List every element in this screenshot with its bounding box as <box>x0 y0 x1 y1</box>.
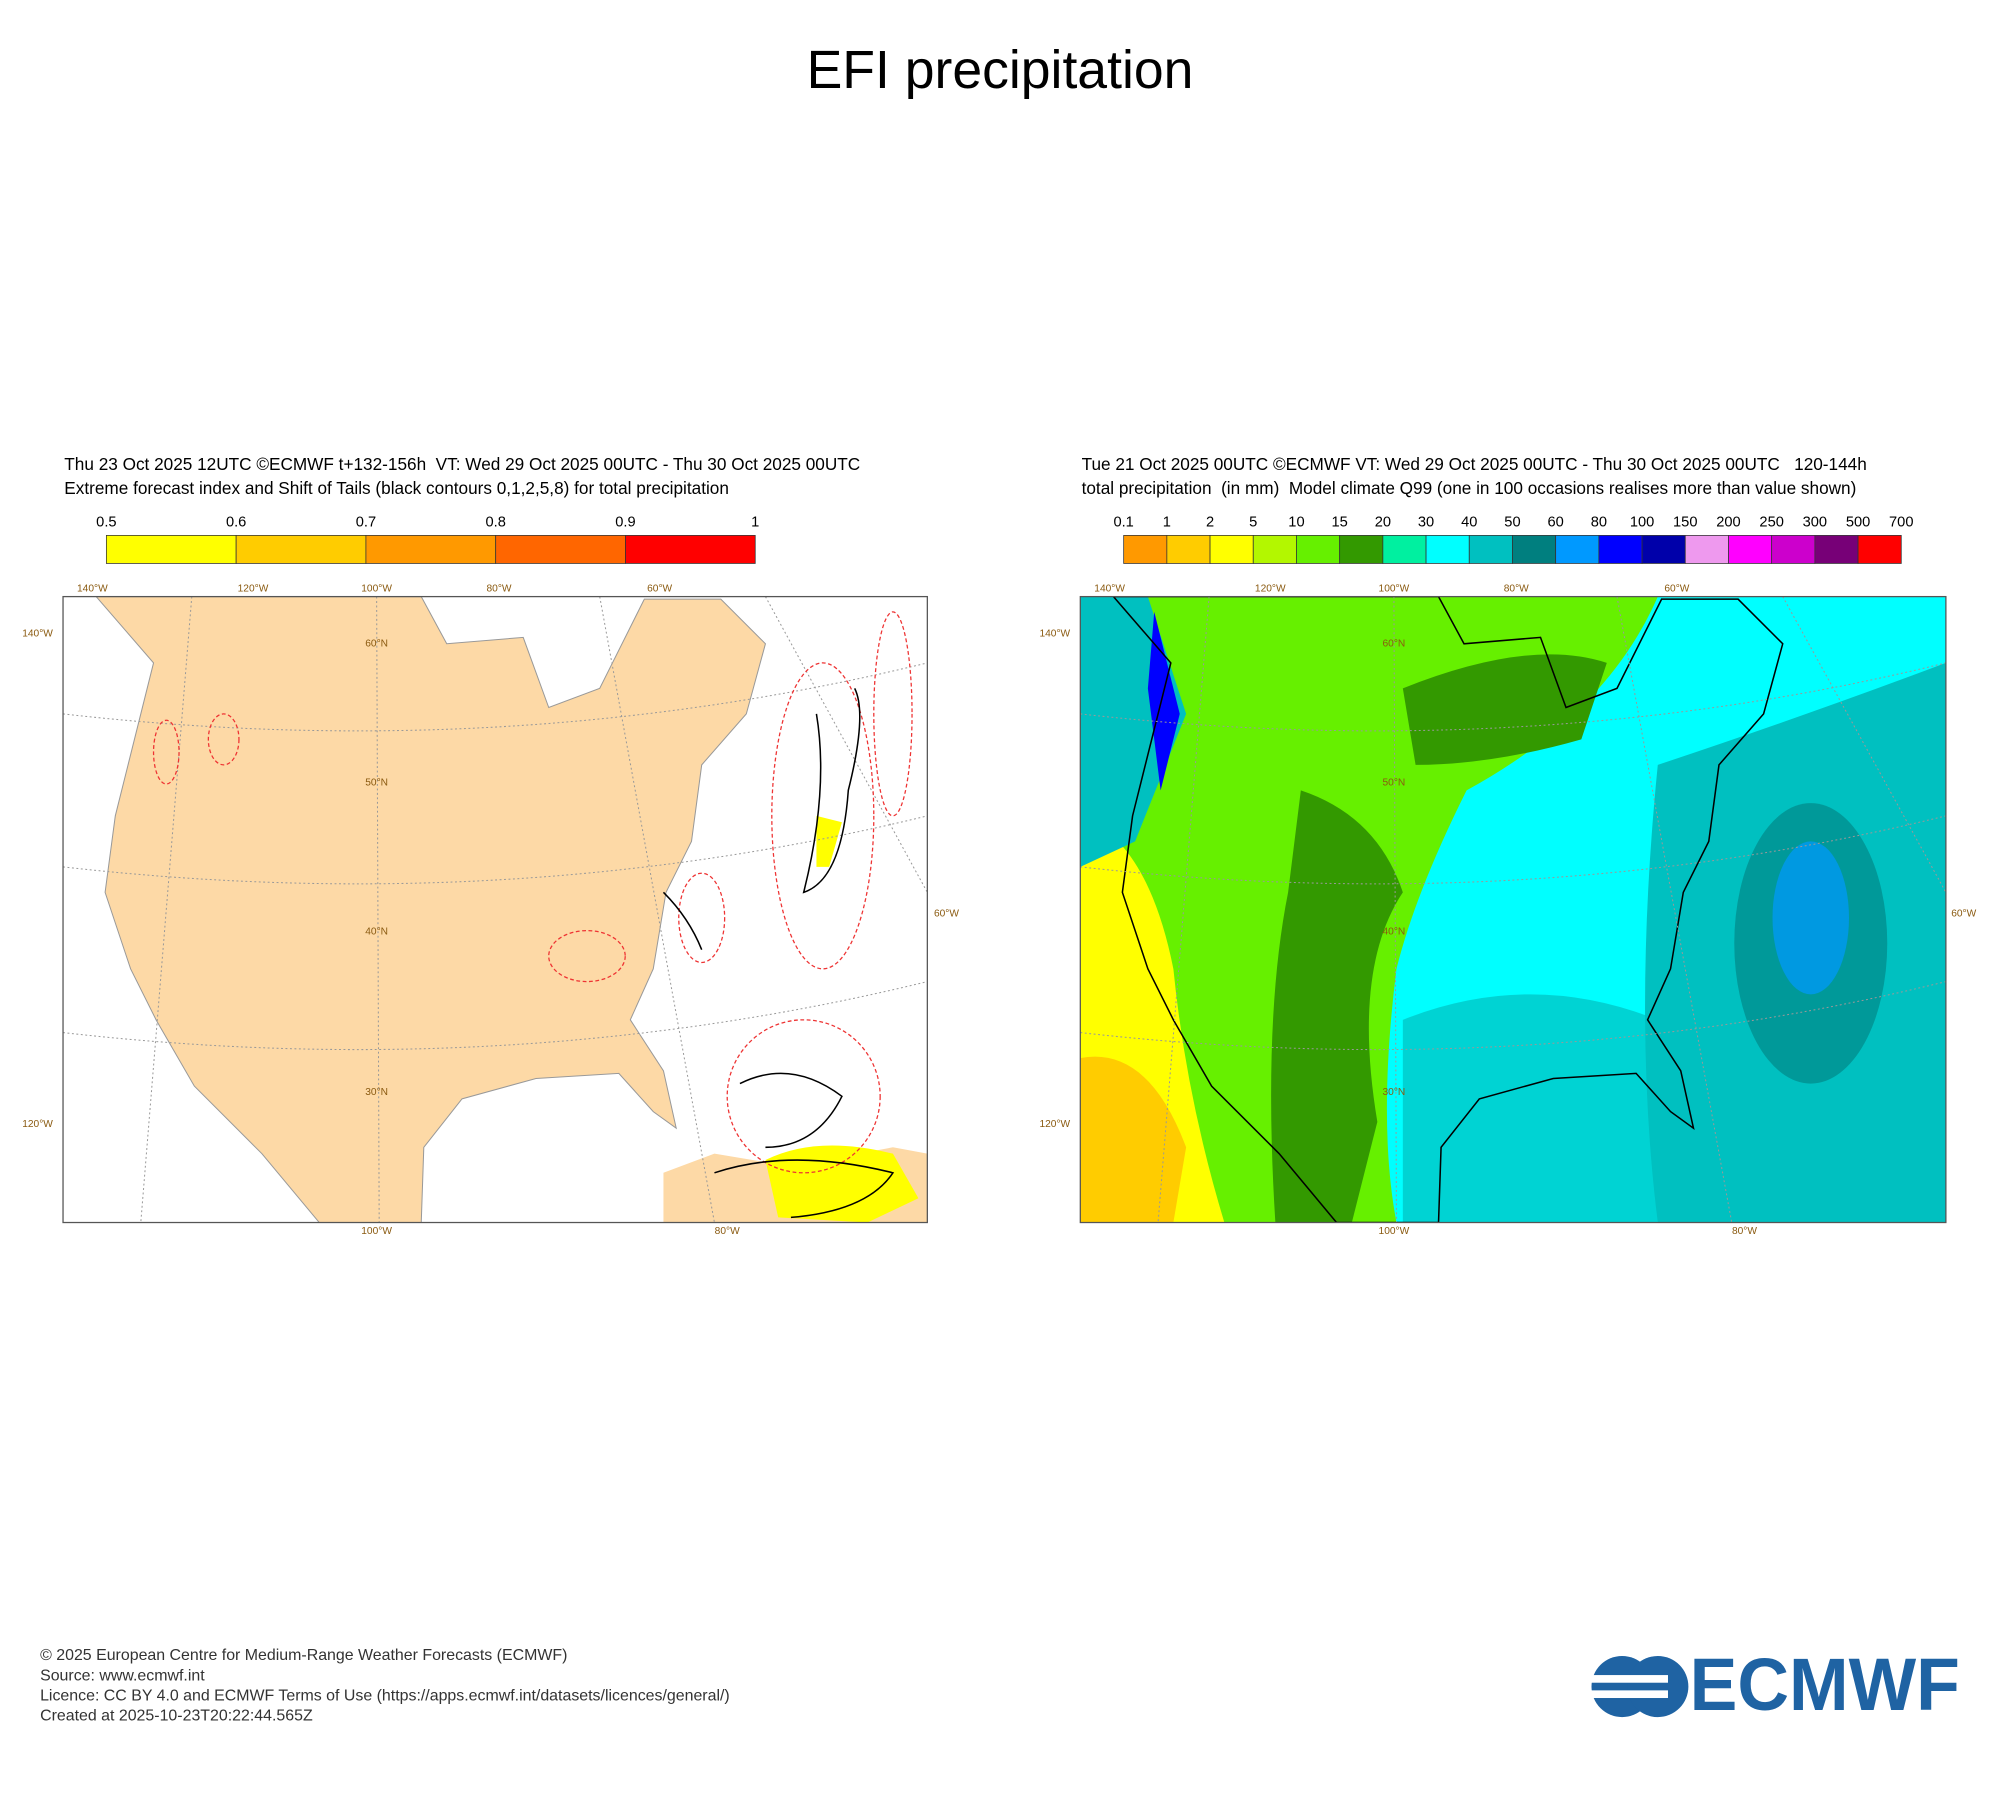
colorbar-bin <box>105 535 237 564</box>
colorbar-bin <box>1252 535 1297 564</box>
colorbar-bin <box>1296 535 1341 564</box>
colorbar-label: 300 <box>1803 515 1827 531</box>
colorbar-bin <box>1555 535 1600 564</box>
graticule-label: 40°N <box>1383 927 1406 938</box>
colorbar-label: 5 <box>1249 515 1257 531</box>
graticule-label: 100°W <box>1379 584 1410 595</box>
colorbar-bin <box>1814 535 1859 564</box>
colorbar-label: 700 <box>1889 515 1913 531</box>
colorbar-label: 0.9 <box>615 515 635 531</box>
footer-line: Source: www.ecmwf.int <box>40 1667 205 1684</box>
colorbar-bin <box>365 535 497 564</box>
graticule-label: 120°W <box>22 1119 53 1130</box>
graticule-label: 80°W <box>715 1226 740 1237</box>
colorbar-label: 250 <box>1759 515 1783 531</box>
graticule-label: 100°W <box>361 584 392 595</box>
colorbar-bin <box>1382 535 1427 564</box>
colorbar-bin <box>1209 535 1254 564</box>
graticule-label: 140°W <box>77 584 108 595</box>
graticule-label: 30°N <box>365 1087 388 1098</box>
graticule-label: 100°W <box>1379 1226 1410 1237</box>
graticule-label: 50°N <box>365 777 388 788</box>
colorbar-bin <box>1684 535 1729 564</box>
colorbar-label: 50 <box>1504 515 1520 531</box>
graticule-label: 140°W <box>22 628 53 639</box>
panel-header: Tue 21 Oct 2025 00UTC ©ECMWF VT: Wed 29 … <box>1082 454 1867 474</box>
graticule-label: 80°W <box>1732 1226 1757 1237</box>
efi-map <box>63 596 928 1223</box>
colorbar-label: 40 <box>1461 515 1477 531</box>
footer-line: Licence: CC BY 4.0 and ECMWF Terms of Us… <box>40 1687 730 1704</box>
colorbar-label: 60 <box>1548 515 1564 531</box>
graticule-label: 60°W <box>1664 584 1689 595</box>
colorbar-bin <box>1339 535 1384 564</box>
colorbar-bin <box>1468 535 1513 564</box>
colorbar-bin <box>1728 535 1773 564</box>
colorbar-bin <box>625 535 756 564</box>
ecmwf-logo-symbol <box>1591 1655 1689 1718</box>
colorbar-label: 0.8 <box>486 515 506 531</box>
colorbar-bin <box>495 535 626 564</box>
graticule-label: 120°W <box>1039 1119 1070 1130</box>
colorbar-label: 10 <box>1288 515 1304 531</box>
graticule-label: 140°W <box>1094 584 1125 595</box>
graticule-label: 80°W <box>486 584 511 595</box>
colorbar-bin <box>1166 535 1211 564</box>
colorbar-label: 20 <box>1375 515 1391 531</box>
panel-header: Extreme forecast index and Shift of Tail… <box>64 478 729 498</box>
graticule-label: 40°N <box>365 927 388 938</box>
map-frame <box>1079 595 1947 1224</box>
colorbar-label: 15 <box>1332 515 1348 531</box>
colorbar-label: 0.7 <box>356 515 376 531</box>
panel-header: Thu 23 Oct 2025 12UTC ©ECMWF t+132-156h … <box>64 454 860 474</box>
colorbar-bin <box>1857 535 1902 564</box>
colorbar-label: 0.6 <box>226 515 246 531</box>
colorbar-label: 80 <box>1591 515 1607 531</box>
colorbar-bin <box>235 535 367 564</box>
colorbar-label: 0.5 <box>96 515 116 531</box>
climate-map <box>1080 596 1946 1223</box>
colorbar-label: 30 <box>1418 515 1434 531</box>
colorbar-label: 200 <box>1716 515 1740 531</box>
ecmwf-logo: ECMWF <box>1690 1643 1960 1726</box>
graticule-label: 30°N <box>1383 1087 1406 1098</box>
graticule-label: 60°W <box>1951 909 1976 920</box>
graticule-label: 120°W <box>238 584 269 595</box>
colorbar-bin <box>1512 535 1557 564</box>
colorbar-label: 1 <box>751 515 759 531</box>
colorbar-bin <box>1598 535 1643 564</box>
colorbar-label: 1 <box>1163 515 1171 531</box>
colorbar-label: 2 <box>1206 515 1214 531</box>
colorbar-label: 100 <box>1630 515 1654 531</box>
graticule-label: 140°W <box>1039 628 1070 639</box>
graticule-label: 120°W <box>1255 584 1286 595</box>
footer-line: Created at 2025-10-23T20:22:44.565Z <box>40 1708 313 1725</box>
colorbar-label: 500 <box>1846 515 1870 531</box>
graticule-label: 60°W <box>647 584 672 595</box>
graticule-label: 60°W <box>934 909 959 920</box>
graticule-label: 100°W <box>361 1226 392 1237</box>
graticule-label: 60°N <box>1383 638 1406 649</box>
colorbar-label: 0.1 <box>1113 515 1133 531</box>
colorbar-label: 150 <box>1673 515 1697 531</box>
colorbar-bin <box>1425 535 1470 564</box>
footer-line: © 2025 European Centre for Medium-Range … <box>40 1647 567 1664</box>
panel-header: total precipitation (in mm) Model climat… <box>1082 478 1857 498</box>
page-title: EFI precipitation <box>807 41 1194 100</box>
colorbar-bin <box>1123 535 1168 564</box>
colorbar-bin <box>1771 535 1816 564</box>
graticule-label: 50°N <box>1383 777 1406 788</box>
graticule-label: 80°W <box>1504 584 1529 595</box>
map-frame <box>62 595 928 1224</box>
graticule-label: 60°N <box>365 638 388 649</box>
colorbar-bin <box>1641 535 1686 564</box>
